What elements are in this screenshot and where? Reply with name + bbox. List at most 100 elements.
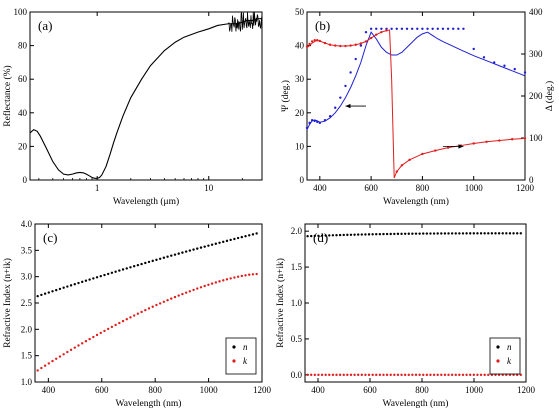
panel-c-series-n-point <box>196 247 199 250</box>
panel-d-series-k-point <box>432 373 436 377</box>
panel-c-series-n-point <box>77 281 80 285</box>
panel-d-series-n-point <box>328 234 331 237</box>
panel-b-series-1-point <box>328 114 332 118</box>
panel-d-series-n-point <box>320 234 324 237</box>
panel-b-series-3-point <box>323 41 327 45</box>
panel-d-series-n-point <box>324 234 327 237</box>
panel-c-series-k-point <box>170 297 173 300</box>
panel-c-legend-marker-n <box>232 345 236 349</box>
panel-c-series-k-point <box>114 323 117 327</box>
panel-d-series-k-point <box>429 373 432 377</box>
panel-c-series-k-point <box>40 366 43 370</box>
panel-d-series-n-point <box>479 232 483 235</box>
panel-c-series-n-point <box>81 280 84 284</box>
panel-c-series-k-point <box>214 281 218 284</box>
panel-c-series-n-point <box>125 267 128 270</box>
panel-c-series-n-point <box>132 265 136 268</box>
panel-b-series-1-point <box>493 61 496 64</box>
panel-c-ytick-label: 2.5 <box>21 298 33 308</box>
panel-d-series-n-point <box>429 232 432 235</box>
panel-d-series-n-point <box>450 232 454 235</box>
panel-c-series-k-point <box>181 292 184 296</box>
panel-c-ytick-label: 2.0 <box>21 324 33 334</box>
panel-d-series-k-point <box>450 373 454 377</box>
panel-d-series-k-point <box>400 373 403 377</box>
panel-d-series-n-point <box>378 232 382 236</box>
panel-b-series-1-point <box>421 27 424 30</box>
panel-c-series-k-point <box>225 278 229 281</box>
panel-b-series-1-point <box>369 27 373 30</box>
panel-d-xtick-label: 1200 <box>517 385 536 395</box>
panel-c-series-k-point <box>55 357 58 360</box>
panel-c-series-n-point <box>192 248 195 251</box>
panel-c-series-k-point <box>106 327 110 331</box>
panel-b-series-3-point <box>510 138 514 141</box>
panel-d-series-k-point <box>389 373 392 377</box>
panel-c-series-k-point <box>222 279 225 282</box>
panel-b-series-1-point <box>503 64 506 67</box>
panel-c-legend-box <box>225 337 257 375</box>
panel-c-series-n-point <box>188 249 192 252</box>
panel-b-series-1-point <box>457 27 460 30</box>
panel-b-series-1-point <box>410 27 414 30</box>
panel-c-series-n-point <box>210 243 214 246</box>
panel-c-xtick-label: 1000 <box>200 385 219 395</box>
panel-c-series-k-point <box>151 305 154 308</box>
panel-c-legend-marker-k <box>232 359 236 363</box>
panel-b-series-3-point <box>339 44 342 48</box>
panel-c-series-k-point <box>210 282 214 285</box>
panel-d-series-n-point <box>414 232 418 235</box>
panel-c-series-n-point <box>225 239 229 243</box>
panel-c-series-n-point <box>55 288 58 292</box>
panel-c-series-n-point <box>184 250 188 253</box>
panel-b-series-1-point <box>308 121 311 125</box>
panel-d-series-k-point <box>331 373 335 377</box>
panel-d-series-k-point <box>353 373 356 377</box>
panel-d-xtick-label: 400 <box>311 385 325 395</box>
panel-c-series-k-point <box>47 362 51 365</box>
panel-c-series-k-point <box>110 325 114 329</box>
panel-c-series-n-point <box>162 256 166 259</box>
panel-d-ytick-label: 0.5 <box>291 334 303 344</box>
panel-c-series-n-point <box>240 235 244 239</box>
panel-c-series-n-point <box>47 291 51 294</box>
panel-d-series-n-point <box>497 232 501 235</box>
panel-d-series-n-point <box>331 234 335 237</box>
panel-b-label: (b) <box>315 18 330 33</box>
panel-c-series-n-point <box>214 242 218 245</box>
panel-b-series-1-point <box>395 27 398 30</box>
panel-b-ytick-label: 20 <box>295 108 305 118</box>
panel-c-series-k-point <box>199 286 203 289</box>
panel-d-series-n-point <box>436 232 439 235</box>
panel-d-xtick-label: 600 <box>363 385 377 395</box>
panel-c-series-k-point <box>248 273 251 276</box>
panel-c-series-k-point <box>103 329 106 333</box>
panel-c-series-k-point <box>192 288 195 292</box>
panel-b-series-1-point <box>310 118 314 122</box>
panel-c-series-k-point <box>177 294 180 297</box>
panel-c-series-k-point <box>236 275 240 278</box>
panel-c-series-n-point <box>244 235 247 238</box>
panel-d-series-k-point <box>338 373 342 377</box>
panel-b-right-arrow-head <box>458 144 464 149</box>
panel-b-series-3-point <box>385 29 388 32</box>
panel-c: 400 600 800 1000 1200 1.0 1.5 2.0 2.5 3.0 3.5 4.0 nk… <box>2 219 272 409</box>
panel-d-series-k-point <box>425 373 429 377</box>
panel-d-series-k-point <box>479 373 483 377</box>
panel-c-series-k-point <box>184 291 188 294</box>
panel-a-label: (a) <box>38 18 52 33</box>
panel-c-series-n-point <box>151 259 154 263</box>
panel-d-series-k-point <box>349 373 353 377</box>
panel-d-series-n-point <box>515 232 519 235</box>
panel-d-series-k-point <box>414 373 418 377</box>
panel-c-series-k-point <box>155 303 158 307</box>
panel-c-series-n-point <box>203 245 206 248</box>
panel-c-series-k-point <box>69 348 73 352</box>
panel-b-frame <box>306 11 526 181</box>
panel-c-series-k-point <box>251 273 255 276</box>
panel-d-series-k-point <box>443 373 447 377</box>
panel-d-series-n-point <box>313 234 317 238</box>
panel-c-series-k-point <box>136 312 140 315</box>
panel-b-series-1-point <box>380 27 383 30</box>
panel-a-ytick-label: 60 <box>18 74 28 84</box>
